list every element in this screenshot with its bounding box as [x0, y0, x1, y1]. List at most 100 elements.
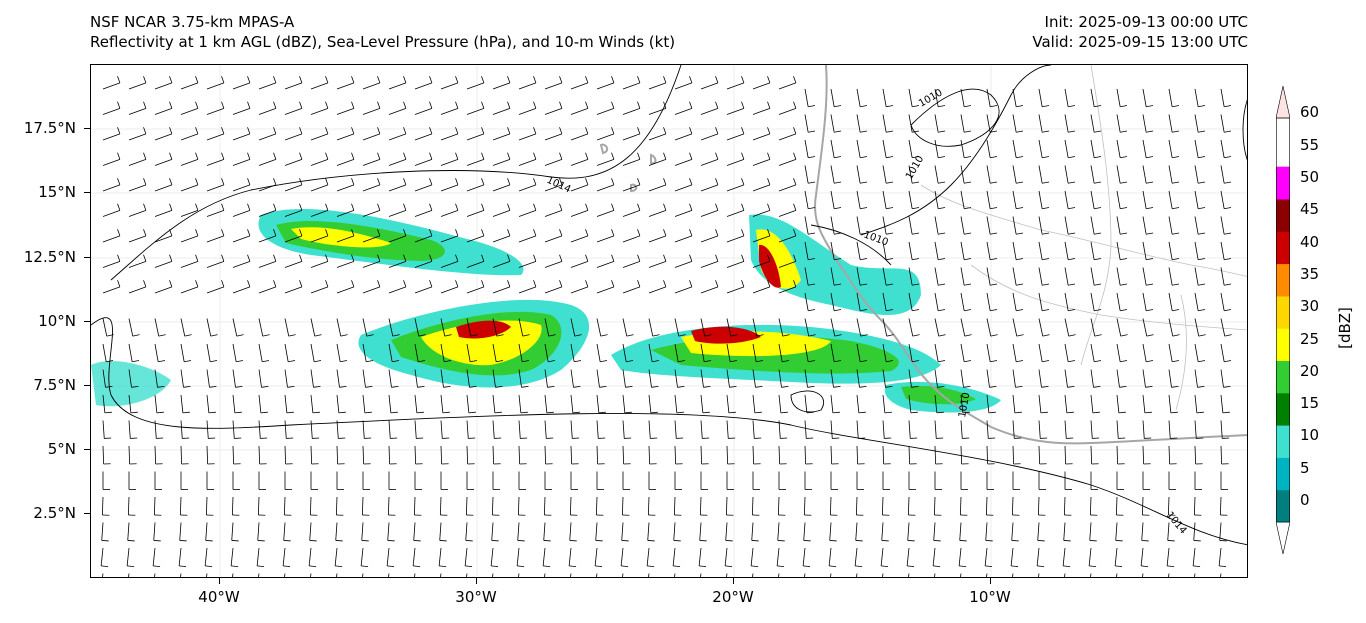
wind-barb	[856, 216, 861, 235]
wind-barb	[1141, 522, 1144, 541]
colorbar-level: 50	[1300, 168, 1320, 186]
wind-barb	[544, 82, 563, 90]
wind-barb-flag	[912, 181, 920, 184]
wind-barb-flag	[808, 207, 816, 210]
wind-barb	[908, 445, 911, 465]
wind-barb-flag	[143, 101, 147, 109]
wind-barb-flag	[507, 229, 511, 236]
wind-barb	[622, 394, 626, 413]
wind-barb	[830, 292, 835, 311]
wind-barb	[1063, 496, 1066, 516]
wind-barb	[1064, 573, 1066, 577]
wind-barb	[1220, 190, 1225, 209]
wind-barb-flag	[351, 229, 355, 236]
wind-barb	[128, 343, 133, 362]
wind-barb-flag	[1198, 207, 1206, 210]
init-time: Init: 2025-09-13 00:00 UTC	[1044, 13, 1248, 31]
wind-barb	[310, 286, 329, 294]
wind-barb-flag	[611, 203, 615, 211]
lat-label: 12.5°N	[23, 248, 76, 266]
wind-barb-flag	[599, 385, 607, 388]
wind-barb-flag	[689, 127, 693, 134]
wind-barb	[596, 235, 615, 243]
wind-barb	[284, 318, 290, 337]
wind-barb-flag	[182, 411, 190, 414]
wind-barb-flag	[990, 105, 998, 108]
wind-barb	[1168, 88, 1173, 107]
wind-barb-flag	[533, 127, 537, 134]
wind-barb	[1116, 318, 1122, 337]
wind-barb	[882, 114, 887, 133]
wind-barb	[1038, 88, 1043, 107]
wind-barb	[310, 82, 329, 90]
wind-barb-flag	[195, 178, 199, 185]
wind-barb-flag	[260, 411, 268, 414]
wind-barb	[258, 133, 277, 141]
wind-barb	[518, 420, 521, 439]
colorbar-segment	[1276, 489, 1290, 523]
wind-barb-flag	[469, 385, 477, 388]
wind-barb	[882, 445, 885, 465]
wind-barb	[1090, 139, 1095, 158]
wind-barb	[154, 158, 173, 166]
wind-barb	[1090, 267, 1095, 286]
wind-barb	[336, 445, 339, 465]
wind-barb	[1012, 573, 1014, 577]
wind-barb	[1115, 496, 1118, 516]
wind-barb-flag	[1016, 232, 1024, 235]
wind-barb	[1220, 216, 1225, 235]
wind-barb-flag	[1068, 334, 1076, 337]
wind-barb-flag	[767, 254, 771, 262]
wind-barb-flag	[1171, 385, 1179, 388]
island-group	[599, 143, 657, 193]
wind-barb-flag	[1172, 232, 1180, 235]
wind-barb-flag	[1094, 309, 1102, 312]
wind-barb	[258, 420, 261, 439]
wind-barb	[673, 522, 676, 541]
wind-barb	[518, 573, 520, 577]
wind-barb	[1064, 241, 1069, 260]
wind-barb	[492, 235, 511, 243]
wind-barb-flag	[1042, 283, 1050, 286]
wind-barb-flag	[585, 152, 589, 160]
wind-barb	[804, 139, 809, 158]
wind-barb	[310, 209, 329, 217]
wind-barb-flag	[231, 565, 239, 568]
wind-barb	[986, 343, 991, 362]
wind-barb-flag	[600, 334, 608, 337]
reflectivity-cluster-coast-peak	[759, 244, 781, 288]
wind-barb-flag	[455, 280, 459, 287]
wind-barb	[726, 343, 731, 362]
wind-barb	[1142, 241, 1147, 260]
wind-barb-flag	[1198, 105, 1206, 108]
wind-barb-flag	[990, 130, 998, 133]
wind-barb	[492, 343, 497, 362]
wind-barb	[544, 573, 546, 577]
wind-barb	[414, 318, 420, 337]
wind-barb-flag	[663, 127, 667, 134]
wind-barb	[231, 496, 234, 516]
wind-barb-flag	[443, 385, 451, 388]
wind-barb-flag	[964, 283, 972, 286]
wind-barb-flag	[637, 152, 641, 160]
wind-barb-flag	[1198, 309, 1206, 312]
wind-barb	[466, 318, 472, 337]
wind-barb-flag	[767, 101, 771, 109]
wind-barb	[544, 235, 563, 243]
wind-barb	[830, 139, 835, 158]
wind-barb	[362, 235, 381, 243]
wind-barb	[778, 133, 797, 141]
wind-barb-flag	[169, 127, 173, 134]
wind-barb	[1116, 445, 1119, 465]
wind-barb	[1088, 547, 1092, 566]
wind-barb-flag	[1146, 207, 1154, 210]
wind-barb-flag	[781, 385, 789, 388]
wind-barb	[960, 573, 962, 577]
wind-barb-flag	[860, 334, 868, 337]
wind-barb	[828, 547, 832, 566]
wind-barb-flag	[325, 76, 329, 83]
wind-barb	[804, 114, 809, 133]
wind-barb-flag	[886, 156, 894, 159]
wind-barb	[908, 241, 913, 260]
wind-barb-flag	[673, 565, 681, 568]
